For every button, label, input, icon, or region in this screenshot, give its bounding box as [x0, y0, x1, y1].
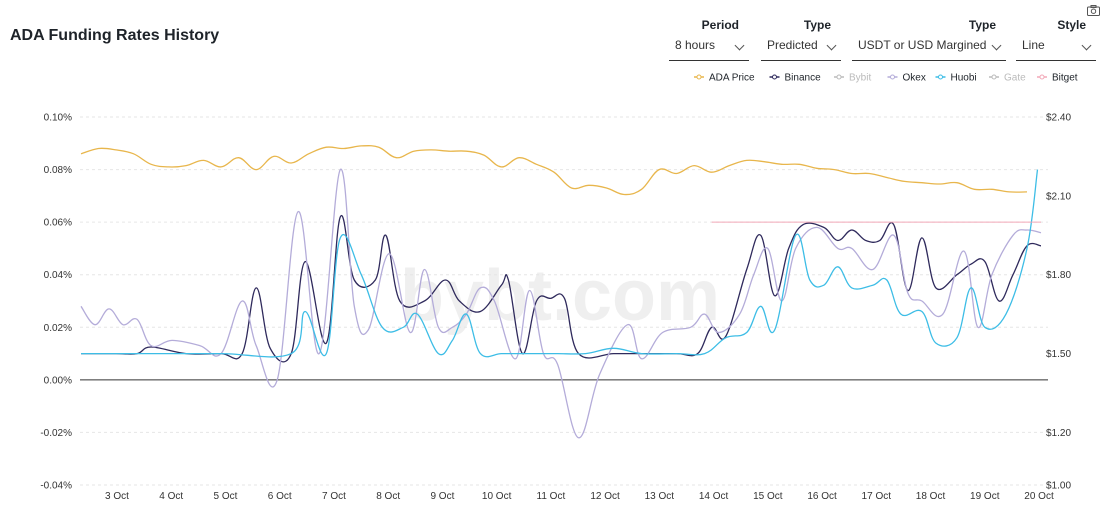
x-tick-label: 6 Oct [268, 491, 292, 502]
legend-marker-huobi [938, 74, 943, 80]
x-tick-label: 12 Oct [590, 491, 620, 502]
legend-marker-ada-price [696, 74, 702, 80]
y-left-tick-label: 0.00% [44, 375, 72, 386]
x-tick-label: 15 Oct [753, 491, 783, 502]
x-tick-label: 14 Oct [699, 491, 729, 502]
x-tick-label: 9 Oct [430, 491, 454, 502]
legend-item-binance[interactable]: Binance [785, 73, 822, 84]
y-left-tick-label: 0.10% [44, 113, 72, 124]
period-value: 8 hours [675, 38, 716, 52]
type-value: Predicted [767, 38, 818, 52]
x-tick-label: 19 Oct [970, 491, 1000, 502]
y-left-tick-label: -0.04% [40, 481, 72, 492]
y-right-tick-label: $1.00 [1046, 481, 1071, 492]
style-select[interactable]: Line [1016, 36, 1096, 61]
margin-type-label: Type [968, 18, 996, 32]
x-tick-label: 11 Oct [537, 491, 566, 502]
x-tick-label: 3 Oct [105, 491, 129, 502]
legend-item-bitget[interactable]: Bitget [1052, 73, 1078, 84]
margin-type-value: USDT or USD Margined [858, 38, 987, 52]
x-tick-label: 4 Oct [159, 491, 183, 502]
ada-price-line [80, 145, 1028, 196]
legend-item-okex[interactable]: Okex [903, 73, 926, 84]
page-title: ADA Funding Rates History [10, 27, 220, 44]
watermark: bybt.com [400, 256, 720, 336]
y-right-tick-label: $2.40 [1046, 113, 1071, 124]
camera-icon[interactable] [1087, 5, 1100, 16]
legend-item-bybit[interactable]: Bybit [849, 73, 871, 84]
okex-line [80, 168, 1042, 439]
huobi-line [81, 169, 1039, 358]
margin-type-select[interactable]: USDT or USD Margined [852, 36, 1006, 61]
x-tick-label: 10 Oct [482, 491, 512, 502]
y-left-tick-label: 0.02% [44, 323, 72, 334]
x-tick-label: 8 Oct [376, 491, 400, 502]
y-left-tick-label: 0.08% [44, 165, 72, 176]
y-left-tick-label: 0.06% [44, 218, 72, 229]
y-left-tick-label: -0.02% [40, 428, 72, 439]
y-right-tick-label: $1.80 [1046, 270, 1071, 281]
y-right-tick-label: $2.10 [1046, 191, 1071, 202]
y-right-tick-label: $1.50 [1046, 349, 1071, 360]
x-tick-label: 7 Oct [322, 491, 346, 502]
style-value: Line [1022, 38, 1045, 52]
legend-marker-bitget [1039, 74, 1045, 80]
x-tick-label: 16 Oct [807, 491, 837, 502]
legend-item-ada-price[interactable]: ADA Price [709, 73, 755, 84]
legend-marker-bybit [836, 74, 842, 80]
legend-marker-okex [890, 74, 895, 80]
x-tick-label: 18 Oct [916, 491, 946, 502]
y-left-tick-label: 0.04% [44, 270, 72, 281]
period-select[interactable]: 8 hours [669, 36, 749, 61]
period-label: Period [701, 18, 739, 32]
legend-marker-binance [772, 74, 777, 80]
chart-controls: Period 8 hours Type Predicted Type USDT … [0, 18, 1107, 62]
legend-item-huobi[interactable]: Huobi [951, 73, 977, 84]
x-tick-label: 13 Oct [645, 491, 675, 502]
legend-marker-gate [991, 74, 997, 80]
style-label: Style [1057, 18, 1086, 32]
x-tick-label: 5 Oct [214, 491, 238, 502]
type-label: Type [803, 18, 831, 32]
type-select[interactable]: Predicted [761, 36, 841, 61]
x-tick-label: 20 Oct [1024, 491, 1054, 502]
y-right-tick-label: $1.20 [1046, 428, 1071, 439]
legend-item-gate[interactable]: Gate [1004, 73, 1026, 84]
x-tick-label: 17 Oct [862, 491, 892, 502]
